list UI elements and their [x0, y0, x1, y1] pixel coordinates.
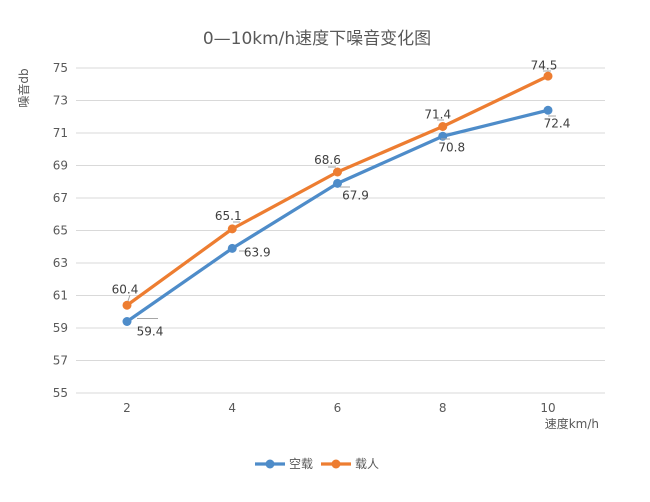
y-tick-label: 73 [53, 94, 68, 108]
data-label-空载: 63.9 [244, 246, 271, 260]
y-tick-label: 61 [53, 289, 68, 303]
x-tick-label: 2 [123, 401, 131, 415]
data-point-空载 [543, 105, 553, 115]
y-tick-label: 71 [53, 126, 68, 140]
label-leader-line [127, 294, 131, 302]
data-point-空载 [122, 317, 132, 326]
x-tick-label: 4 [228, 401, 236, 415]
legend: 空载 载人 [255, 457, 379, 471]
data-label-layer: 59.4 63.9 67.9 70.8 72.4 60.4 65.1 68.6 71.4 74.5 [112, 58, 571, 338]
legend-label: 载人 [355, 457, 379, 471]
y-tick-label: 65 [53, 224, 68, 238]
data-label-空载: 67.9 [342, 189, 369, 203]
y-tick-label: 59 [53, 321, 68, 335]
x-axis-title: 速度km/h [545, 416, 599, 431]
data-label-载人: 74.5 [531, 58, 558, 72]
data-point-载人 [438, 122, 448, 131]
y-tick-label: 57 [53, 354, 68, 368]
data-label-空载: 59.4 [137, 325, 164, 339]
legend-item-载人: 载人 [321, 457, 379, 471]
legend-marker-dot [331, 459, 341, 469]
data-label-载人: 68.6 [314, 153, 341, 167]
y-tick-label: 67 [53, 191, 68, 205]
y-axis-title: 噪音db [16, 68, 31, 107]
data-point-载人 [122, 300, 132, 310]
series-layer [122, 71, 553, 326]
series-line-载人 [125, 74, 550, 307]
x-tick-label: 8 [439, 401, 447, 415]
y-tick-labels: 55 57 59 61 63 65 67 69 71 73 75 [53, 61, 68, 400]
data-label-载人: 60.4 [112, 282, 139, 296]
gridlines [76, 67, 605, 394]
legend-item-空载: 空载 [255, 457, 313, 471]
data-point-载人 [333, 167, 342, 177]
y-tick-label: 75 [53, 61, 68, 75]
data-label-空载: 72.4 [544, 116, 571, 130]
legend-label: 空载 [289, 457, 313, 471]
data-point-空载 [227, 243, 237, 253]
data-point-载人 [227, 224, 237, 234]
y-tick-label: 55 [53, 386, 68, 400]
data-label-载人: 65.1 [215, 209, 242, 223]
x-tick-label: 6 [334, 401, 342, 415]
data-point-空载 [333, 178, 342, 188]
x-tick-label: 10 [540, 401, 555, 415]
series-line-空载 [125, 108, 550, 324]
data-label-载人: 71.4 [424, 108, 451, 122]
data-point-载人 [543, 71, 553, 81]
legend-marker-dot [265, 459, 275, 469]
y-tick-label: 63 [53, 256, 68, 270]
chart-title: 0—10km/h速度下噪音变化图 [203, 29, 431, 49]
x-tick-labels: 2 4 6 8 10 [123, 401, 555, 415]
y-tick-label: 69 [53, 159, 68, 173]
data-label-空载: 70.8 [438, 140, 465, 154]
